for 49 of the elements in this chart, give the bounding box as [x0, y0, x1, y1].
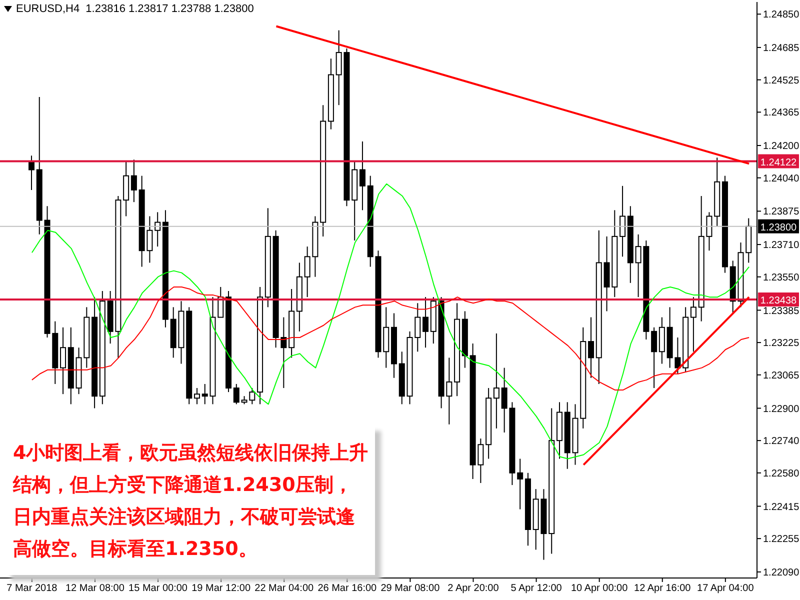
y-tick-label: 1.24685: [763, 43, 800, 54]
ref-line-label: 1.23800: [760, 222, 798, 234]
y-tick-label: 1.22415: [763, 502, 800, 513]
y-tick-label: 1.23550: [763, 272, 800, 284]
candlestick: [60, 326, 66, 395]
candlestick: [620, 185, 626, 258]
x-tick-label: 29 Mar 08:00: [380, 583, 440, 594]
ref-line-label: 1.24122: [760, 157, 798, 168]
x-tick-label: 17 Apr 04:00: [697, 583, 754, 594]
y-tick-label: 1.22740: [763, 436, 800, 448]
candlestick: [233, 383, 240, 405]
candlestick: [422, 296, 429, 348]
x-tick-label: 19 Mar 12:00: [192, 583, 251, 594]
candlestick: [493, 332, 500, 429]
x-tick-label: 12 Apr 16:00: [634, 583, 692, 594]
candlestick: [588, 316, 594, 378]
candlestick: [359, 140, 366, 211]
y-tick-label: 1.24525: [763, 75, 800, 86]
annotation: 4小时图上看，欧元虽然短线依旧保持上升结构，但上方受下降通道1.2430压制，日内重点关注该区域阻力，不破可尝试逢高做空。目标看至1.2350。: [5, 425, 375, 575]
candlestick: [651, 326, 658, 389]
x-tick-label: 15 Mar 00:00: [128, 583, 188, 594]
candlestick: [194, 388, 200, 405]
candlestick: [154, 212, 161, 248]
y-tick-label: 1.22255: [763, 534, 800, 546]
y-tick-label: 1.23225: [763, 338, 800, 350]
y-tick-label: 1.24850: [763, 10, 800, 21]
y-tick-label: 1.22090: [763, 567, 800, 578]
y-tick-label: 1.23710: [763, 240, 800, 252]
candlestick: [690, 296, 696, 352]
ref-line-label: 1.23438: [760, 296, 798, 306]
y-tick-label: 1.24200: [763, 141, 800, 152]
y-tick-label: 1.24040: [763, 173, 800, 184]
x-tick-label: 2 Apr 20:00: [448, 583, 500, 594]
x-tick-label: 26 Mar 16:00: [318, 583, 378, 594]
title: EURUSD,H4 1.23816 1.23817 1.23788 1.23800: [4, 3, 254, 15]
x-tick-label: 12 Mar 08:00: [66, 583, 125, 594]
y-tick-label: 1.23065: [763, 370, 800, 382]
candlestick: [517, 458, 524, 510]
y-tick-label: 1.23385: [763, 306, 800, 317]
x-tick-label: 7 Mar 2018: [6, 583, 58, 594]
y-tick-label: 1.23875: [763, 206, 800, 218]
candlestick: [130, 159, 137, 203]
x-tick-label: 10 Apr 00:00: [570, 583, 628, 594]
candlestick: [202, 383, 208, 405]
x-tick-label: 22 Mar 04:00: [254, 583, 314, 594]
y-tick-label: 1.22900: [763, 404, 800, 415]
y-tick-label: 1.22580: [763, 468, 800, 480]
y-tick-label: 1.24365: [763, 108, 800, 119]
x-tick-label: 5 Apr 12:00: [510, 583, 562, 594]
